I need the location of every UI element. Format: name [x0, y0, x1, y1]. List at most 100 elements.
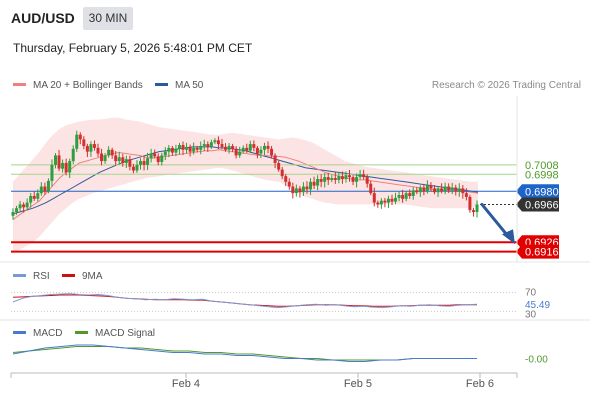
legend-macd-signal-label: MACD Signal	[95, 328, 156, 339]
candle-body	[316, 179, 320, 186]
candle-body	[408, 193, 412, 196]
candle-body	[39, 186, 43, 194]
candle-body	[425, 185, 429, 192]
ma50-swatch	[155, 82, 168, 86]
candle-body	[291, 186, 295, 194]
candle-body	[390, 198, 394, 202]
candle-body	[312, 181, 316, 186]
candle-body	[411, 190, 415, 196]
macd-signal-line	[12, 346, 477, 361]
candle-body	[202, 144, 206, 146]
price-level-label: 0.6980	[525, 186, 559, 198]
candle-body	[128, 159, 132, 167]
candle-body	[337, 176, 341, 180]
candle-body	[436, 188, 440, 193]
rsi-ma-swatch	[62, 273, 75, 277]
candle-body	[146, 158, 150, 165]
candle-body	[252, 144, 256, 148]
price-tag-last	[516, 197, 559, 212]
candle-body	[195, 147, 199, 150]
candle-body	[29, 195, 33, 203]
projection-arrow-head	[502, 229, 515, 245]
candle-body	[216, 140, 220, 145]
candle-body	[103, 155, 107, 162]
candle-body	[18, 204, 22, 209]
candle-body	[32, 195, 36, 199]
candle-body	[199, 145, 203, 150]
candle-body	[454, 187, 458, 192]
candle-body	[333, 178, 337, 180]
candle-body	[255, 147, 259, 154]
candle-body	[22, 204, 26, 208]
rsi-line	[12, 293, 478, 309]
candle-body	[142, 161, 146, 165]
legend-ma50-label: MA 50	[175, 80, 204, 91]
candle-body	[61, 162, 65, 169]
legend-ma20-label: MA 20 + Bollinger Bands	[33, 80, 143, 91]
candle-body	[135, 164, 139, 171]
price-level-label: 0.7008	[525, 160, 559, 172]
candle-body	[43, 186, 47, 192]
candle-body	[89, 144, 93, 152]
candle-body	[262, 145, 266, 150]
candle-body	[287, 181, 291, 187]
candle-body	[174, 148, 178, 153]
legend-macd-signal: MACD Signal	[75, 328, 155, 340]
candle-body	[273, 155, 277, 163]
candle-body	[429, 185, 433, 189]
candle-body	[78, 134, 82, 140]
candle-body	[156, 156, 160, 163]
price-tag-support	[516, 244, 559, 259]
candle-body	[365, 177, 369, 184]
candle-body	[362, 174, 366, 178]
chart-datetime: Thursday, February 5, 2026 5:48:01 PM CE…	[13, 41, 253, 55]
macd-line	[12, 344, 477, 362]
legend-rsi-ma-label: 9MA	[82, 271, 103, 282]
candle-body	[153, 153, 157, 157]
candle-body	[372, 193, 376, 203]
candle-body	[447, 186, 451, 191]
candle-body	[50, 164, 54, 181]
candle-body	[330, 178, 334, 180]
candle-body	[185, 146, 189, 150]
candle-body	[280, 169, 284, 177]
legend-ma50: MA 50	[155, 80, 203, 92]
candle-body	[68, 161, 72, 173]
candle-body	[397, 195, 401, 198]
candle-body	[475, 204, 479, 213]
candle-body	[386, 198, 390, 203]
candle-body	[114, 155, 118, 162]
rsi-tick-label: 70	[525, 288, 537, 299]
candle-body	[461, 188, 465, 194]
candle-body	[46, 180, 50, 192]
legend-rsi-label: RSI	[33, 271, 50, 282]
candle-body	[422, 187, 426, 192]
candle-body	[181, 145, 185, 150]
legend-ma20-bb: MA 20 + Bollinger Bands	[13, 80, 143, 92]
candle-body	[209, 142, 213, 147]
candle-body	[418, 187, 422, 193]
candle-body	[121, 157, 125, 163]
ma20-swatch	[13, 82, 26, 86]
candle-body	[82, 139, 86, 146]
candle-body	[11, 212, 15, 216]
candle-body	[440, 188, 444, 192]
candle-body	[432, 188, 436, 193]
candle-body	[96, 147, 100, 154]
candle-body	[266, 145, 270, 149]
candle-body	[167, 147, 171, 152]
candle-body	[110, 149, 114, 156]
candle-body	[351, 177, 355, 182]
price-level-label: 0.6998	[525, 169, 559, 181]
timeframe-button[interactable]: 30 MIN	[83, 7, 133, 30]
candle-body	[379, 200, 383, 205]
candle-body	[238, 151, 242, 156]
rsi-tick-label: 30	[525, 309, 537, 320]
candle-body	[298, 188, 302, 193]
candle-body	[227, 145, 231, 150]
time-axis-label: Feb 6	[466, 378, 494, 390]
macd-swatch	[13, 330, 26, 334]
candle-body	[468, 196, 472, 211]
candle-body	[131, 166, 135, 171]
